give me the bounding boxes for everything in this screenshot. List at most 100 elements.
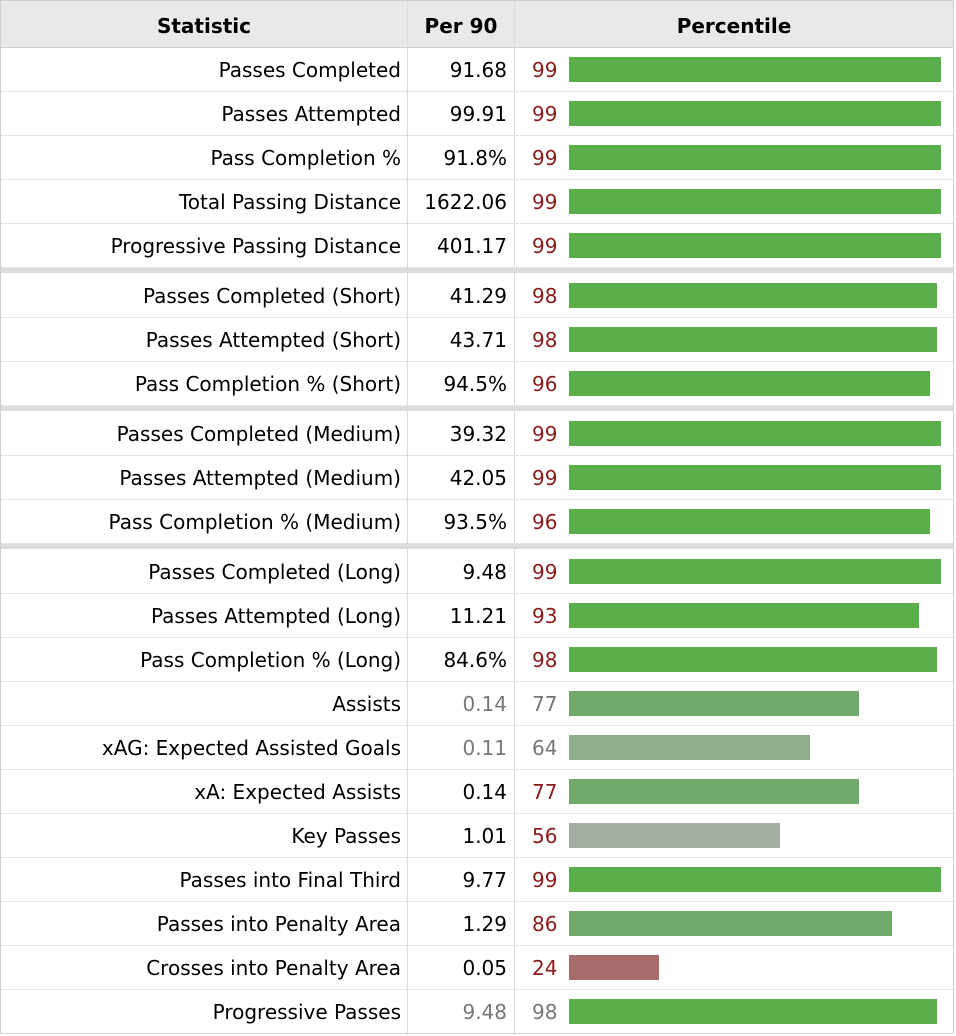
- per90-value: 11.21: [449, 604, 507, 628]
- group-separator: [1, 406, 953, 411]
- percentile-bar: [569, 647, 937, 672]
- statistic-name: Pass Completion % (Long): [140, 648, 401, 672]
- percentile-value: 86: [532, 912, 558, 936]
- per90-value: 1622.06: [424, 190, 507, 214]
- per90-value: 9.77: [462, 868, 507, 892]
- table-row: Progressive Passing Distance 401.17 99: [1, 224, 953, 268]
- percentile-value: 99: [532, 190, 558, 214]
- table-row: xA: Expected Assists 0.14 77: [1, 770, 953, 814]
- percentile-bar: [569, 559, 941, 584]
- percentile-value: 99: [532, 102, 558, 126]
- percentile-value: 99: [532, 466, 558, 490]
- statistic-name: Passes Attempted (Medium): [119, 466, 401, 490]
- statistic-name: Pass Completion % (Short): [134, 372, 401, 396]
- statistic-name: Passes into Penalty Area: [156, 912, 401, 936]
- percentile-bar: [569, 999, 937, 1024]
- statistic-name: Assists: [332, 692, 401, 716]
- table-row: Passes Attempted (Long) 11.21 93: [1, 594, 953, 638]
- percentile-bar: [569, 189, 941, 214]
- per90-value: 41.29: [449, 284, 507, 308]
- per90-value: 1.01: [462, 824, 507, 848]
- percentile-value: 98: [532, 648, 558, 672]
- per90-value: 91.8%: [443, 146, 507, 170]
- table-row: xAG: Expected Assisted Goals 0.11 64: [1, 726, 953, 770]
- percentile-value: 98: [532, 1000, 558, 1024]
- header-per90[interactable]: Per 90: [424, 14, 498, 38]
- percentile-bar: [569, 101, 941, 126]
- percentile-bar: [569, 867, 941, 892]
- percentile-value: 96: [532, 372, 558, 396]
- statistic-name: Pass Completion %: [210, 146, 401, 170]
- percentile-value: 99: [532, 560, 558, 584]
- percentile-bar: [569, 465, 941, 490]
- table-row: Crosses into Penalty Area 0.05 24: [1, 946, 953, 990]
- per90-value: 39.32: [449, 422, 507, 446]
- group-separator: [1, 268, 953, 273]
- percentile-value: 99: [532, 422, 558, 446]
- header-statistic[interactable]: Statistic: [156, 14, 252, 38]
- per90-value: 93.5%: [443, 510, 507, 534]
- percentile-value: 77: [532, 692, 558, 716]
- per90-value: 9.48: [462, 560, 507, 584]
- percentile-value: 98: [532, 284, 558, 308]
- column-divider: [514, 1, 515, 1035]
- statistic-name: Passes Attempted (Short): [145, 328, 401, 352]
- per90-value: 9.48: [462, 1000, 507, 1024]
- per90-value: 94.5%: [443, 372, 507, 396]
- per90-value: 1.29: [462, 912, 507, 936]
- statistic-name: Total Passing Distance: [178, 190, 401, 214]
- table-row: Passes Completed (Long) 9.48 99: [1, 550, 953, 594]
- table-row: Progressive Passes 9.48 98: [1, 990, 953, 1034]
- table-row: Pass Completion % (Medium) 93.5% 96: [1, 500, 953, 544]
- statistic-name: Passes Completed (Short): [142, 284, 401, 308]
- header-percentile[interactable]: Percentile: [676, 14, 792, 38]
- per90-value: 99.91: [449, 102, 507, 126]
- statistic-name: Passes Completed (Long): [148, 560, 401, 584]
- statistic-name: Passes Attempted: [221, 102, 401, 126]
- percentile-bar: [569, 691, 859, 716]
- table-row: Pass Completion % 91.8% 99: [1, 136, 953, 180]
- statistic-name: Passes Attempted (Long): [150, 604, 401, 628]
- percentile-value: 99: [532, 58, 558, 82]
- percentile-bar: [569, 283, 937, 308]
- percentile-bar: [569, 421, 941, 446]
- percentile-bar: [569, 955, 659, 980]
- percentile-bar: [569, 145, 941, 170]
- percentile-bar: [569, 779, 859, 804]
- table-row: Assists 0.14 77: [1, 682, 953, 726]
- table-row: Passes Completed (Short) 41.29 98: [1, 274, 953, 318]
- table-row: Passes Attempted (Medium) 42.05 99: [1, 456, 953, 500]
- table-row: Passes into Final Third 9.77 99: [1, 858, 953, 902]
- percentile-value: 98: [532, 328, 558, 352]
- table-row: Key Passes 1.01 56: [1, 814, 953, 858]
- table-row: Pass Completion % (Long) 84.6% 98: [1, 638, 953, 682]
- percentile-value: 56: [532, 824, 558, 848]
- per90-value: 84.6%: [443, 648, 507, 672]
- percentile-value: 99: [532, 146, 558, 170]
- percentile-bar: [569, 823, 780, 848]
- per90-value: 0.05: [462, 956, 507, 980]
- percentile-value: 64: [532, 736, 558, 760]
- per90-value: 0.11: [462, 736, 507, 760]
- percentile-bar: [569, 57, 941, 82]
- percentile-bar: [569, 371, 930, 396]
- percentile-bar: [569, 509, 930, 534]
- statistic-name: Passes Completed: [218, 58, 401, 82]
- group-separator: [1, 544, 953, 549]
- table-row: Pass Completion % (Short) 94.5% 96: [1, 362, 953, 406]
- table-header: Statistic Per 90 Percentile: [1, 1, 953, 48]
- percentile-value: 96: [532, 510, 558, 534]
- statistic-name: Key Passes: [291, 824, 401, 848]
- percentile-bar: [569, 603, 919, 628]
- per90-value: 43.71: [449, 328, 507, 352]
- percentile-value: 77: [532, 780, 558, 804]
- percentile-value: 93: [532, 604, 558, 628]
- statistic-name: Passes into Final Third: [179, 868, 401, 892]
- percentile-bar: [569, 735, 810, 760]
- table-row: Passes Completed (Medium) 39.32 99: [1, 412, 953, 456]
- statistic-name: Progressive Passing Distance: [110, 234, 401, 258]
- per90-value: 0.14: [462, 692, 507, 716]
- per90-value: 91.68: [449, 58, 507, 82]
- statistic-name: Crosses into Penalty Area: [146, 956, 401, 980]
